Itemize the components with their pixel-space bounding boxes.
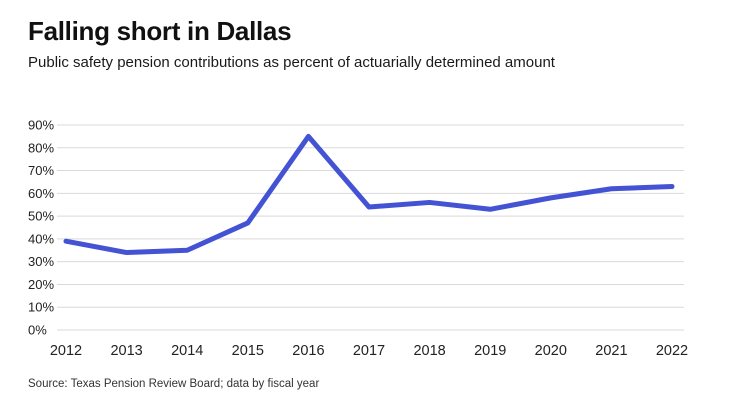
data-line-series — [63, 133, 675, 256]
x-axis-tick-label: 2012 — [50, 343, 82, 359]
y-axis-tick-label: 90% — [28, 118, 54, 133]
x-axis-tick-label: 2019 — [474, 343, 506, 359]
x-axis-tick-label: 2013 — [110, 343, 142, 359]
source-note: Source: Texas Pension Review Board; data… — [28, 378, 320, 390]
chart-subtitle: Public safety pension contributions as p… — [28, 54, 555, 71]
x-axis-tick-label: 2016 — [292, 343, 324, 359]
y-axis-tick-label: 40% — [28, 231, 54, 246]
x-axis-tick-label: 2017 — [353, 343, 385, 359]
x-axis-tick-label: 2022 — [656, 343, 688, 359]
x-axis-tick-label: 2018 — [413, 343, 445, 359]
y-axis-tick-label: 0% — [28, 323, 47, 338]
line-chart: 0% 10% 20% 30% 40% 50% 60% 70% 80% 90% 2012 2013 201… — [28, 118, 688, 360]
y-axis-tick-label: 70% — [28, 163, 54, 178]
x-axis-tick-label: 2015 — [232, 343, 264, 359]
x-axis-tick-label: 2020 — [535, 343, 567, 359]
x-axis-tick-label: 2014 — [171, 343, 203, 359]
y-axis-tick-label: 10% — [28, 300, 54, 315]
y-axis-tick-label: 20% — [28, 277, 54, 292]
y-axis-tick-label: 60% — [28, 186, 54, 201]
y-axis-tick-label: 50% — [28, 209, 54, 224]
y-axis-tick-label: 80% — [28, 140, 54, 155]
chart-title: Falling short in Dallas — [28, 16, 292, 46]
y-axis-tick-label: 30% — [28, 254, 54, 269]
x-axis-tick-label: 2021 — [595, 343, 627, 359]
